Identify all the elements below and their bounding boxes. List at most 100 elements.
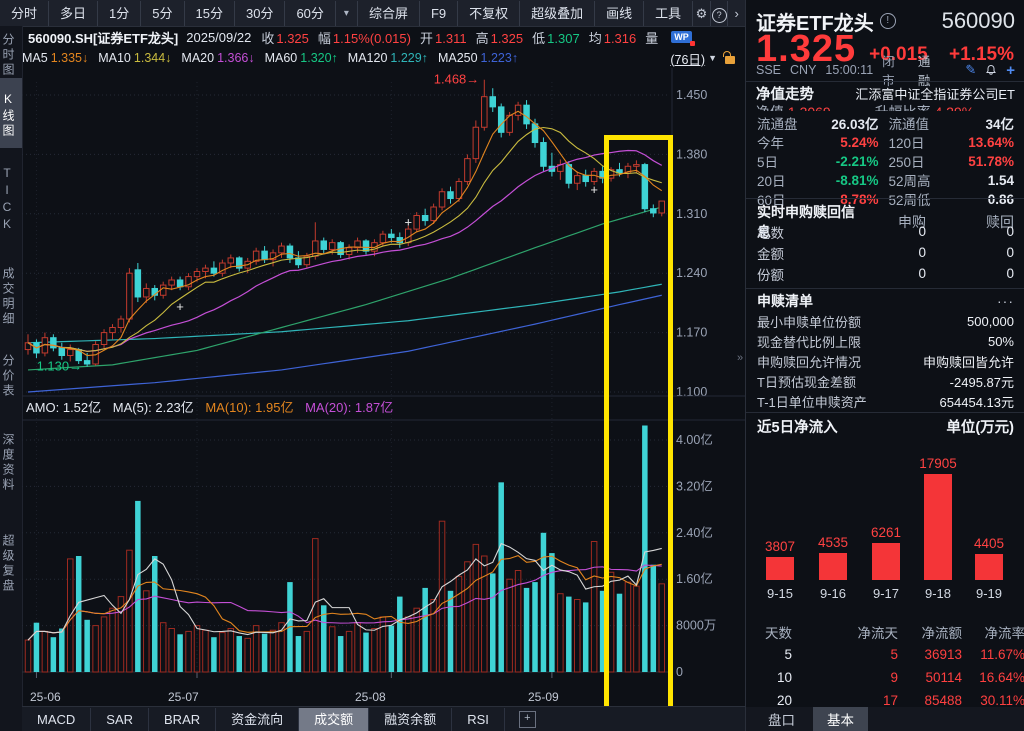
info-icon[interactable]: ! (879, 13, 896, 29)
indicator-tab-SAR[interactable]: SAR (91, 707, 150, 731)
indicator-tab-成交额[interactable]: 成交额 (299, 707, 370, 731)
toolbar-action-画线[interactable]: 画线 (595, 0, 645, 26)
kline-volume-chart[interactable]: 1.450 1.380 1.310 1.240 1.170 1.100 4.00亿 3.20亿… (22, 68, 745, 688)
sidebar-item-深度资料[interactable]: 深度资料 (1, 433, 15, 493)
rt-subscribe-value: 0 (918, 224, 926, 239)
inflow-section-title: 近5日净流入 (757, 419, 838, 436)
net-inflow-dates: 9-15 9-16 9-17 9-18 9-19 (746, 586, 1024, 604)
toolbar-tab-30分[interactable]: 30分 (235, 0, 286, 26)
svg-text:+: + (590, 182, 598, 197)
ma-value: 1.335↓ (50, 51, 89, 65)
inflow-bar-value: 6261 (870, 525, 902, 540)
fund-title: 证券ETF龙头 (756, 12, 874, 35)
period-range-dropdown[interactable]: (76日) (670, 52, 706, 67)
stat-row: 5日 -2.21% 250日 51.78% (746, 151, 1024, 171)
inflow-bar (766, 557, 794, 580)
redemption-rows: 最小申赎单位份额 500,000 现金替代比例上限 50% 申购赎回允许情况 申购赎回皆允… (746, 311, 1024, 411)
realtime-section-title: 实时申购赎回信息 (757, 204, 855, 240)
chevron-right-icon[interactable]: › (734, 5, 739, 21)
toolbar-action-综合屏[interactable]: 综合屏 (358, 0, 420, 26)
change-value: +0.015 (869, 44, 928, 65)
x-axis-label: 25-06 (30, 690, 61, 704)
inflow-bar-value: 3807 (764, 539, 796, 554)
panel-tab-盘口[interactable]: 盘口 (768, 713, 795, 728)
svg-text:+: + (176, 299, 184, 314)
sidebar-item-K线图[interactable]: K线图 (0, 78, 22, 148)
vol-ma10: MA(10): 1.95亿 (205, 400, 294, 415)
stat-label: 5日 (757, 155, 779, 170)
sidebar-item-成交明细[interactable]: 成交明细 (1, 267, 15, 327)
redemption-list-title: 申赎清单 (757, 293, 813, 309)
ma-value: 1.223↑ (480, 51, 519, 65)
chevron-down-icon[interactable]: ▾ (336, 0, 358, 26)
add-icon[interactable]: + (1006, 61, 1015, 79)
stat-label: 流通值 (888, 117, 930, 132)
sidebar-item-TICK[interactable]: TICK (0, 166, 14, 234)
add-indicator-icon[interactable]: + (518, 711, 536, 728)
ma-legend-row: MA5 1.335↓ MA10 1.344↓ MA20 1.366↓ MA60 1.320↑ M… (22, 48, 745, 68)
toolbar-tab-多日[interactable]: 多日 (49, 0, 99, 26)
chevron-down-icon[interactable]: ▼ (708, 53, 717, 63)
indicator-tab-MACD[interactable]: MACD (22, 707, 92, 731)
toolbar-tab-5分[interactable]: 5分 (141, 0, 185, 26)
quote-field-value: 1.316 (603, 30, 637, 46)
toolbar-actions: 综合屏 F9 不复权 超级叠加 画线 工具 (358, 0, 694, 26)
stat-value: -2.21% (835, 153, 879, 169)
unlock-icon[interactable] (723, 51, 735, 64)
redemption-row: 申购赎回允许情况 申购赎回皆允许 (746, 351, 1024, 371)
help-icon[interactable]: ? (711, 0, 729, 26)
panel-tab-基本[interactable]: 基本 (813, 707, 868, 731)
gear-icon[interactable]: ⚙ (693, 0, 711, 26)
sidebar-item-超级复盘[interactable]: 超级复盘 (1, 534, 15, 594)
ma-legend-MA5: MA5 1.335↓ (22, 51, 88, 65)
svg-text:1.240: 1.240 (676, 266, 707, 280)
nav-value-trend[interactable]: 净值走势 (756, 86, 814, 103)
indicator-tabs: MACD SAR BRAR 资金流向 成交额 融资余额 RSI + (22, 706, 745, 731)
toolbar-action-工具[interactable]: 工具 (644, 0, 694, 26)
quote-field-高: 高 1.325 (476, 31, 524, 46)
notification-dot (689, 41, 695, 46)
ma-label: MA60 (264, 51, 298, 65)
inflow-bar-value: 4405 (973, 536, 1005, 551)
indicator-tab-BRAR[interactable]: BRAR (149, 707, 217, 731)
panel-collapse-handle[interactable]: » (737, 352, 744, 364)
toolbar-tab-1分[interactable]: 1分 (98, 0, 142, 26)
bell-icon[interactable] (985, 64, 997, 76)
flow-cell: 30.11% (980, 693, 1024, 708)
indicator-tab-RSI[interactable]: RSI (452, 707, 505, 731)
more-icon[interactable]: ··· (997, 293, 1014, 309)
toolbar-action-不复权[interactable]: 不复权 (458, 0, 521, 26)
edit-icon[interactable]: ✎ (965, 62, 977, 77)
flow-cell: 10 (776, 670, 792, 685)
clipped-nav-row: 净值 1.3069 升幅比率 4.29% (746, 102, 1024, 111)
wp-badge-icon[interactable]: WP (671, 31, 695, 46)
sidebar-item-分时图[interactable]: 分时图 (1, 32, 15, 78)
toolbar-action-F9[interactable]: F9 (420, 0, 459, 26)
indicator-tab-融资余额[interactable]: 融资余额 (369, 707, 453, 731)
quote-info-row: 560090.SH[证券ETF龙头] 2025/09/22 收 1.325 幅 1.1… (22, 26, 745, 48)
redemption-label: 最小申赎单位份额 (757, 314, 862, 330)
flow-table-row: 10 9 50114 16.64% (746, 666, 1024, 689)
stat-row: 20日 -8.81% 52周高 1.54 (746, 170, 1024, 190)
inflow-bar (872, 543, 900, 580)
sidebar-item-分价表[interactable]: 分价表 (1, 353, 15, 399)
redemption-label: T日预估现金差额 (757, 374, 856, 390)
quote-field-收: 收 1.325 (261, 31, 309, 46)
toolbar-tab-15分[interactable]: 15分 (185, 0, 235, 26)
panel-tabs: 盘口 基本 (746, 707, 1024, 731)
ma-label: MA10 (98, 51, 131, 65)
svg-text:1.468→: 1.468→ (434, 72, 480, 87)
x-axis-labels: 25-06 25-07 25-08 25-09 (22, 688, 745, 706)
toolbar-tab-60分[interactable]: 60分 (285, 0, 336, 26)
svg-text:4.00亿: 4.00亿 (676, 432, 713, 447)
toolbar-tab-分时[interactable]: 分时 (0, 0, 50, 26)
fund-full-name: 汇添富中证全指证券公司ET (855, 86, 1015, 102)
svg-text:0: 0 (676, 665, 683, 679)
stat-label: 60日 (757, 193, 786, 208)
currency-label: CNY (790, 63, 817, 77)
ma-items: MA5 1.335↓ MA10 1.344↓ MA20 1.366↓ MA60 1.320↑ M… (22, 51, 528, 65)
indicator-tab-资金流向[interactable]: 资金流向 (216, 707, 300, 731)
toolbar-action-超级叠加[interactable]: 超级叠加 (520, 0, 596, 26)
quote-time: 15:00:11 (825, 63, 874, 77)
